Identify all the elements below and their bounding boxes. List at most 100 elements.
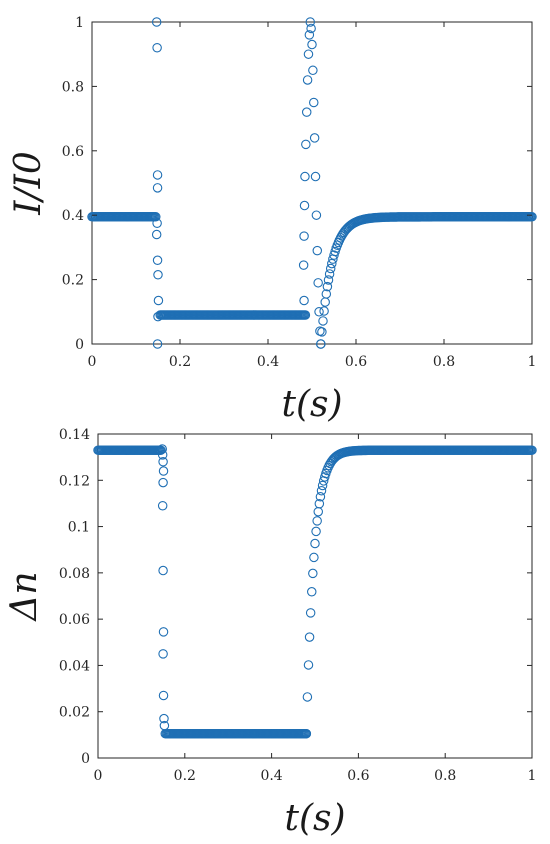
top-data-point — [312, 245, 323, 256]
bottom-y-tick-label: 0.08 — [59, 566, 90, 582]
top-data-point — [152, 43, 162, 53]
top-data-point — [300, 171, 310, 182]
bottom-y-tick-label: 0.04 — [59, 658, 90, 674]
bottom-y-tick-label: 0.02 — [59, 705, 90, 721]
bottom-data-point — [309, 552, 319, 563]
bottom-data-point — [302, 692, 313, 702]
top-data-point — [324, 269, 335, 279]
bottom-y-tick-label: 0.12 — [59, 473, 90, 489]
bottom-data-point — [301, 728, 312, 739]
bottom-data-point — [158, 649, 168, 659]
top-data-point — [309, 133, 320, 143]
top-y-axis-label: I/I0 — [8, 151, 49, 215]
top-data-point — [315, 326, 325, 336]
top-x-tick-label: 0.8 — [433, 354, 455, 370]
bottom-x-tick-label: 0.6 — [347, 768, 369, 784]
top-data-point — [327, 258, 337, 269]
top-data-point — [318, 316, 328, 326]
top-data-point — [301, 107, 312, 117]
top-y-tick-label: 0.2 — [62, 273, 84, 289]
top-x-tick-label: 0 — [88, 354, 97, 370]
bottom-plot-marks — [93, 444, 537, 739]
top-data-point — [152, 170, 163, 180]
bottom-data-point — [159, 720, 170, 731]
top-data-point — [313, 278, 323, 288]
bottom-data-point — [314, 498, 325, 509]
top-x-tick-label: 0.2 — [169, 354, 191, 370]
top-data-point — [152, 218, 162, 229]
top-y-tick-label: 0 — [75, 337, 84, 353]
bottom-y-axis-label: Δn — [4, 571, 45, 622]
bottom-data-point — [312, 516, 322, 526]
bottom-data-point — [311, 526, 321, 537]
bottom-data-point — [308, 568, 318, 579]
top-data-point — [306, 23, 316, 34]
top-data-point — [301, 139, 311, 150]
bottom-data-point — [157, 444, 167, 454]
top-plot-marks — [87, 17, 537, 349]
top-data-point — [307, 39, 317, 50]
bottom-plot: 0 0.2 0.4 0.6 0.8 1 0 0.02 0.04 0.06 0.08 0.1 0.12 0.… — [4, 427, 537, 839]
top-data-point — [309, 97, 319, 108]
bottom-x-axis-label: t(s) — [284, 798, 345, 839]
top-data-point — [151, 17, 162, 27]
top-data-point — [308, 65, 318, 76]
top-plot-ticks: 0 0.2 0.4 0.6 0.8 1 0 0.2 0.4 0.6 0.8 1 — [62, 15, 537, 370]
bottom-x-tick-label: 0 — [94, 768, 103, 784]
bottom-y-tick-label: 0.1 — [68, 520, 90, 536]
top-data-point — [151, 212, 161, 222]
top-data-point — [527, 212, 537, 222]
top-data-point — [153, 295, 164, 306]
top-data-point — [310, 171, 321, 182]
top-data-point — [299, 295, 309, 306]
top-data-point — [316, 339, 326, 349]
bottom-data-point — [304, 632, 315, 642]
top-data-point — [321, 289, 332, 299]
bottom-data-point — [305, 608, 316, 618]
bottom-data-point — [527, 445, 537, 455]
top-data-point — [298, 260, 309, 270]
top-data-point — [305, 17, 315, 27]
bottom-x-tick-label: 0.8 — [434, 768, 456, 784]
top-data-point — [329, 250, 339, 260]
top-data-point — [152, 339, 163, 349]
top-data-point — [311, 210, 322, 220]
top-x-tick-label: 0.4 — [257, 354, 279, 370]
bottom-x-tick-label: 1 — [528, 768, 537, 784]
bottom-data-point — [156, 445, 166, 455]
top-data-point — [300, 310, 311, 320]
top-data-point — [299, 231, 309, 241]
bottom-x-tick-label: 0.2 — [174, 768, 196, 784]
bottom-data-point — [158, 690, 169, 701]
top-data-point — [325, 263, 336, 274]
bottom-data-point — [303, 660, 314, 670]
top-data-point — [319, 306, 329, 316]
top-data-point — [323, 275, 334, 285]
bottom-x-tick-label: 0.4 — [260, 768, 282, 784]
bottom-data-point — [158, 565, 168, 576]
bottom-data-point — [310, 538, 320, 549]
bottom-data-point — [306, 587, 317, 597]
bottom-data-point — [315, 492, 326, 502]
bottom-data-point — [158, 477, 168, 488]
top-data-point — [304, 30, 315, 40]
bottom-data-point — [157, 500, 168, 511]
bottom-data-point — [317, 480, 328, 491]
top-y-tick-label: 0.6 — [62, 144, 84, 160]
top-y-tick-label: 0.4 — [62, 208, 84, 224]
top-data-point — [153, 311, 163, 322]
bottom-y-tick-label: 0 — [81, 751, 90, 767]
bottom-data-point — [157, 450, 168, 460]
bottom-data-point — [158, 457, 168, 467]
top-y-tick-label: 0.8 — [62, 79, 84, 95]
bottom-y-tick-label: 0.06 — [59, 612, 90, 628]
top-data-point — [153, 270, 163, 280]
bottom-data-point — [159, 713, 169, 724]
top-plot: 0 0.2 0.4 0.6 0.8 1 0 0.2 0.4 0.6 0.8 1 t(s) I/I0 — [8, 15, 537, 425]
top-data-point — [152, 183, 163, 193]
top-plot-frame — [91, 21, 533, 345]
top-data-point — [152, 255, 163, 266]
top-data-point — [151, 229, 162, 240]
bottom-data-point — [158, 627, 169, 637]
